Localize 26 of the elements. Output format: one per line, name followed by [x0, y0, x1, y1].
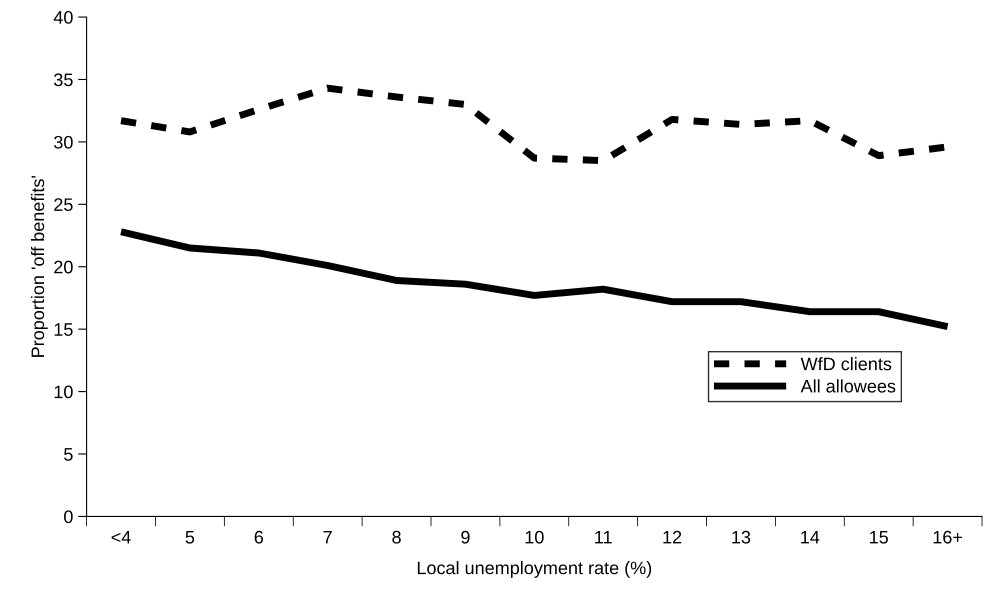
x-tick-label: 6 — [254, 530, 264, 544]
y-tick-label: 30 — [54, 136, 73, 149]
y-tick-label: 15 — [54, 323, 73, 336]
y-tick-label: 0 — [64, 510, 73, 524]
y-tick-label: 25 — [54, 198, 73, 212]
y-tick-label: 20 — [54, 260, 73, 274]
x-tick-label: 13 — [732, 530, 750, 544]
x-tick-label: 11 — [595, 530, 612, 544]
x-tick-label: 9 — [461, 530, 470, 544]
x-tick-label: 16+ — [934, 530, 962, 544]
x-tick-label: 14 — [801, 530, 820, 544]
y-tick-label: 40 — [54, 10, 73, 24]
y-tick-label: 5 — [64, 448, 73, 461]
x-axis-title: Local unemployment rate (%) — [418, 561, 652, 578]
y-tick-label: 10 — [54, 386, 73, 398]
x-tick-label: 5 — [186, 530, 194, 544]
x-tick-label: <4 — [112, 530, 131, 544]
x-tick-label: 7 — [324, 530, 332, 544]
x-tick-label: 12 — [663, 530, 682, 544]
x-tick-label: 8 — [392, 530, 401, 544]
legend-label: WfD clients — [800, 357, 892, 370]
x-tick-label: 15 — [870, 530, 888, 544]
x-tick-label: 10 — [526, 530, 544, 544]
y-tick-label: 35 — [54, 73, 73, 86]
y-axis-title: Proportion 'off benefits' — [30, 176, 48, 357]
legend-label: All allowees — [800, 379, 896, 393]
